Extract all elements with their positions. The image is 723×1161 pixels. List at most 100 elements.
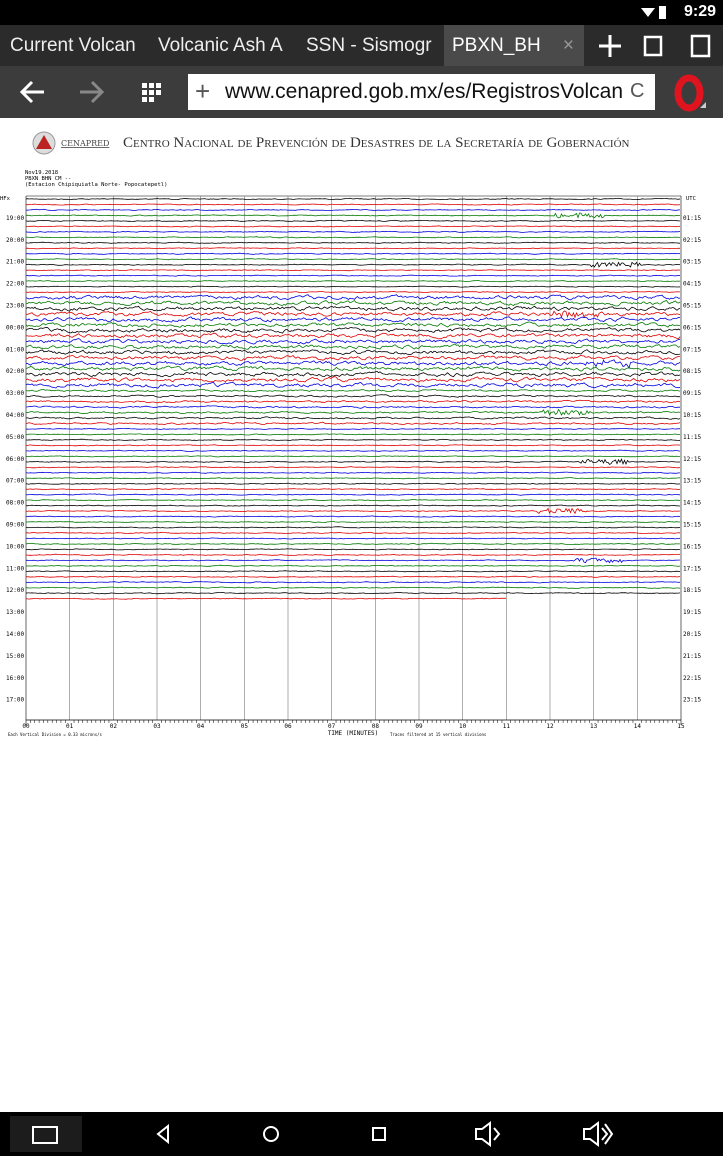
trace [25,493,681,496]
hour-label: 11:00 [6,565,24,572]
utc-label: 20:15 [683,631,701,638]
volume-down[interactable] [475,1121,501,1147]
hour-label: 02:00 [6,368,24,375]
system-nav-bar [0,1112,723,1156]
tab[interactable]: Volcanic Ash A [158,35,283,56]
clock: 9:29 [684,3,717,20]
close-tab[interactable]: × [562,35,574,56]
trace [25,405,680,409]
x-tick-label: 13 [590,723,598,730]
trace [25,252,681,255]
trace [25,399,681,404]
opera-menu[interactable] [670,74,710,114]
active-tab[interactable]: PBXN_BH × [444,25,584,66]
trace [25,455,681,458]
hour-label: 01:00 [6,346,24,353]
trace [25,388,681,393]
hour-label: 13:00 [6,609,24,616]
utc-label: 16:15 [683,543,701,550]
trace [25,225,681,228]
trace [25,305,681,312]
reload[interactable]: C [630,80,645,102]
trace [25,316,681,323]
volume-up[interactable] [583,1121,614,1147]
trace [25,591,681,595]
trace [26,444,681,447]
hour-label: 17:00 [6,697,24,704]
trace [25,310,681,319]
trace [25,338,681,345]
menu-button[interactable] [690,34,711,58]
logo: CENAPRED [32,131,109,155]
utc-label: 09:15 [683,390,701,397]
trace [26,449,681,452]
recents[interactable] [372,1127,386,1141]
trace [25,537,681,540]
home[interactable] [263,1126,279,1142]
utc-label: 14:15 [683,500,701,507]
trace [25,219,680,222]
trace [26,499,681,502]
site-title: Centro Nacional de Prevención de Desastr… [123,135,630,151]
back-nav[interactable] [156,1123,169,1145]
tab[interactable]: Current Volcan [10,35,136,56]
tabs-button[interactable] [643,35,663,57]
trace [25,504,681,507]
trace [25,421,681,426]
x-tick-label: 00 [22,723,30,730]
x-tick-label: 02 [110,723,118,730]
hour-label: 05:00 [6,434,24,441]
trace [25,507,681,515]
trace [26,433,681,436]
utc-label: 23:15 [683,697,701,704]
trace [25,359,681,370]
x-tick-label: 09 [415,723,423,730]
hour-label: 00:00 [6,324,24,331]
hour-label: 14:00 [6,631,24,638]
trace [25,354,681,361]
trace [25,212,681,219]
utc-label: 22:15 [683,675,701,682]
hour-label: 09:00 [6,522,24,529]
trace [25,332,681,340]
trace [25,548,680,551]
add-button[interactable]: + [195,76,211,106]
utc-label: 15:15 [683,522,701,529]
nav-icons [10,1116,614,1152]
utc-label: 18:15 [683,587,701,594]
speed-dial[interactable] [142,83,161,102]
hour-label: 16:00 [6,675,24,682]
trace [25,482,681,485]
trace [25,564,681,567]
hour-label: 04:00 [6,412,24,419]
x-tick-label: 14 [634,723,642,730]
trace [25,274,681,277]
plot-info: Nov19.2018 [25,170,58,176]
x-tick-label: 03 [153,723,161,730]
forward[interactable] [80,80,105,104]
new-tab[interactable] [599,35,621,57]
hour-label: 15:00 [6,653,24,660]
trace [25,321,681,328]
x-tick-label: 15 [677,723,685,730]
plot-info: PBXN BHN CM -- [25,176,71,182]
screenshot[interactable] [32,1126,58,1144]
trace [25,416,681,420]
trace [25,236,681,239]
url-field[interactable]: + www.cenapred.gob.mx/es/RegistrosVolcan… [188,74,655,110]
hour-label: 12:00 [6,587,24,594]
trace [26,521,680,524]
tab[interactable]: SSN - Sismogr [306,35,432,56]
utc-label: 12:15 [683,456,701,463]
x-tick-label: 12 [546,723,554,730]
nav-buttons [19,80,161,104]
utc-label: 07:15 [683,346,701,353]
right-unit: UTC [686,196,696,202]
trace [26,557,681,564]
back[interactable] [19,80,44,104]
hour-label: 23:00 [6,303,24,310]
trace [25,343,681,350]
trace [25,471,680,474]
